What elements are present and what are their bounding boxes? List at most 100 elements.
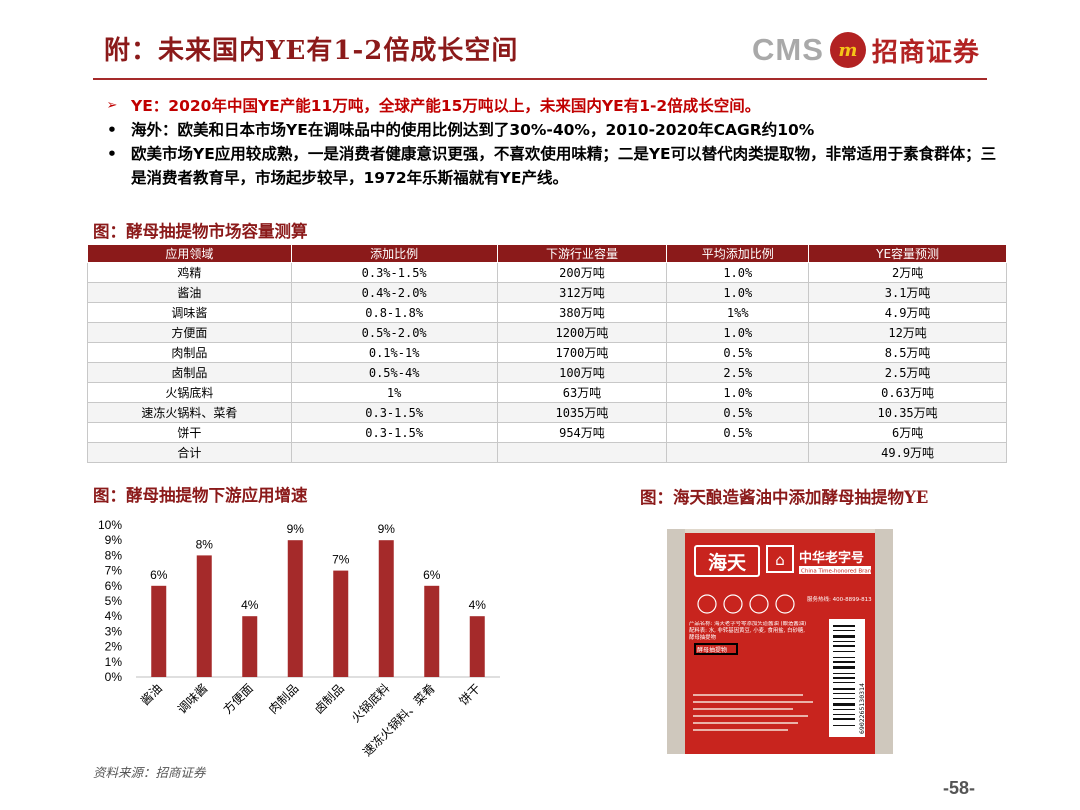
barcode-bar xyxy=(833,641,855,642)
bar xyxy=(151,585,167,677)
y-tick-label: 1% xyxy=(105,655,123,669)
table-row: 鸡精 0.3%-1.5% 200万吨 1.0% 2万吨 xyxy=(87,262,1007,283)
table-cell: 0.5%-2.0% xyxy=(290,322,498,343)
table-cell: 1.0% xyxy=(666,382,810,403)
bullet-item: • 欧美市场YE应用较成熟，一是消费者健康意识更强，不喜欢使用味精；二是YE可以… xyxy=(93,142,1003,190)
market-size-table: 应用领域 添加比例 下游行业容量 平均添加比例 YE容量预测 鸡精 0.3%-1.… xyxy=(87,244,1007,463)
barcode-bar xyxy=(833,661,855,663)
barcode-number: 6902265130314 xyxy=(858,683,866,734)
bar xyxy=(287,540,303,677)
chart-caption: 图：酵母抽提物下游应用增速 xyxy=(93,486,308,505)
table-cell: 1.0% xyxy=(666,262,810,283)
table-cell: 1.0% xyxy=(666,282,810,303)
table-cell xyxy=(666,442,810,463)
x-tick-label: 方便面 xyxy=(220,681,256,717)
bar xyxy=(378,540,394,677)
dot-bullet-icon: • xyxy=(107,121,117,139)
table-row: 调味酱 0.8-1.8% 380万吨 1%% 4.9万吨 xyxy=(87,302,1007,323)
table-cell: 饼干 xyxy=(87,422,292,443)
x-tick-label: 饼干 xyxy=(456,681,483,708)
barcode-bar xyxy=(833,718,855,720)
table-row: 速冻火锅料、菜肴 0.3-1.5% 1035万吨 0.5% 10.35万吨 xyxy=(87,402,1007,423)
laozihao-en-text: China Time-honored Brand xyxy=(801,569,875,575)
bullet-text: YE：2020年中国YE产能11万吨，全球产能15万吨以上，未来国内YE有1-2… xyxy=(131,97,761,115)
soy-sauce-label-photo: 海天 ⌂ 中华老字号 China Time-honored Brand 服务热线… xyxy=(667,529,893,754)
table-cell: 0.5% xyxy=(666,422,810,443)
table-cell: 1200万吨 xyxy=(496,322,668,343)
table-cell: 0.1%-1% xyxy=(290,342,498,363)
table-cell: 0.5% xyxy=(666,342,810,363)
bullet-item: ➢ YE：2020年中国YE产能11万吨，全球产能15万吨以上，未来国内YE有1… xyxy=(93,94,1003,118)
bullet-text: 欧美市场YE应用较成熟，一是消费者健康意识更强，不喜欢使用味精；二是YE可以替代… xyxy=(131,145,997,187)
table-cell: 0.3-1.5% xyxy=(290,422,498,443)
y-tick-label: 6% xyxy=(105,579,123,593)
brand-text: 海天 xyxy=(708,551,747,574)
logo-badge-icon: m xyxy=(829,32,866,68)
photo-caption: 图：海天酿造酱油中添加酵母抽提物YE xyxy=(640,488,929,507)
table-cell: 49.9万吨 xyxy=(808,442,1007,463)
barcode-bar xyxy=(833,693,855,694)
label-illustration: 海天 ⌂ 中华老字号 China Time-honored Brand 服务热线… xyxy=(667,529,893,754)
table-cell: 10.35万吨 xyxy=(808,402,1007,423)
column-header: 应用领域 xyxy=(87,244,292,263)
bullet-item: • 海外：欧美和日本市场YE在调味品中的使用比例达到了30%-40%，2010-… xyxy=(93,118,1003,142)
table-cell: 12万吨 xyxy=(808,322,1007,343)
barcode-bar xyxy=(833,698,855,699)
label-text: 产品名称: 海天老字号零添加头道酱油 (酿造酱油) 配料表: 水, 非转基因黄豆… xyxy=(689,621,807,642)
table-cell: 1% xyxy=(290,382,498,403)
table-cell: 方便面 xyxy=(87,322,292,343)
table-cell: 100万吨 xyxy=(496,362,668,383)
table-cell: 380万吨 xyxy=(496,302,668,323)
y-tick-label: 8% xyxy=(105,548,123,562)
barcode-bar xyxy=(833,673,855,674)
header-divider xyxy=(93,78,987,80)
y-tick-label: 3% xyxy=(105,624,123,638)
table-body: 鸡精 0.3%-1.5% 200万吨 1.0% 2万吨 酱油 0.4%-2.0% 312万吨 1… xyxy=(87,262,1007,463)
table-cell: 0.4%-2.0% xyxy=(290,282,498,303)
y-tick-label: 4% xyxy=(105,609,123,623)
x-tick-label: 肉制品 xyxy=(266,681,301,716)
table-row: 方便面 0.5%-2.0% 1200万吨 1.0% 12万吨 xyxy=(87,322,1007,343)
data-label: 6% xyxy=(423,568,441,582)
barcode-bar xyxy=(833,714,855,715)
y-tick-label: 9% xyxy=(105,533,123,547)
table-row: 饼干 0.3-1.5% 954万吨 0.5% 6万吨 xyxy=(87,422,1007,443)
growth-bar-chart: 0%1%2%3%4%5%6%7%8%9%10%6%酱油8%调味酱4%方便面9%肉… xyxy=(98,518,500,759)
bar xyxy=(242,616,258,677)
table-row: 酱油 0.4%-2.0% 312万吨 1.0% 3.1万吨 xyxy=(87,282,1007,303)
table-cell: 4.9万吨 xyxy=(808,302,1007,323)
table-cell: 火锅底料 xyxy=(87,382,292,403)
barcode-bar xyxy=(833,725,855,726)
x-tick-label: 调味酱 xyxy=(174,681,210,717)
table-row: 火锅底料 1% 63万吨 1.0% 0.63万吨 xyxy=(87,382,1007,403)
table-row: 合计 49.9万吨 xyxy=(87,442,1007,463)
barcode-bar xyxy=(833,677,855,679)
y-tick-label: 5% xyxy=(105,594,123,608)
barcode-bar xyxy=(833,645,855,647)
table-cell: 卤制品 xyxy=(87,362,292,383)
table-cell: 0.8-1.8% xyxy=(290,302,498,323)
x-tick-label: 火锅底料 xyxy=(348,681,393,726)
bar xyxy=(333,570,349,677)
table-cell: 鸡精 xyxy=(87,262,292,283)
table-cell: 6万吨 xyxy=(808,422,1007,443)
barcode-bar xyxy=(833,651,855,652)
table-cell: 0.3%-1.5% xyxy=(290,262,498,283)
column-header: 下游行业容量 xyxy=(496,244,668,263)
y-tick-label: 0% xyxy=(105,670,123,684)
table-cell: 0.5% xyxy=(666,402,810,423)
x-tick-label: 卤制品 xyxy=(312,681,347,716)
table-cell: 0.5%-4% xyxy=(290,362,498,383)
bar xyxy=(196,555,212,677)
column-header: YE容量预测 xyxy=(808,244,1007,263)
laozihao-glyph: ⌂ xyxy=(775,551,785,569)
table-cell: 312万吨 xyxy=(496,282,668,303)
table-cell: 8.5万吨 xyxy=(808,342,1007,363)
table-cell: 2万吨 xyxy=(808,262,1007,283)
table-cell: 1%% xyxy=(666,302,810,323)
barcode-bar xyxy=(833,625,855,627)
table-cell: 肉制品 xyxy=(87,342,292,363)
hotline-text: 服务热线: 400-8899-813 xyxy=(807,595,872,603)
barcode-bar xyxy=(833,666,855,669)
y-tick-label: 10% xyxy=(98,518,122,532)
